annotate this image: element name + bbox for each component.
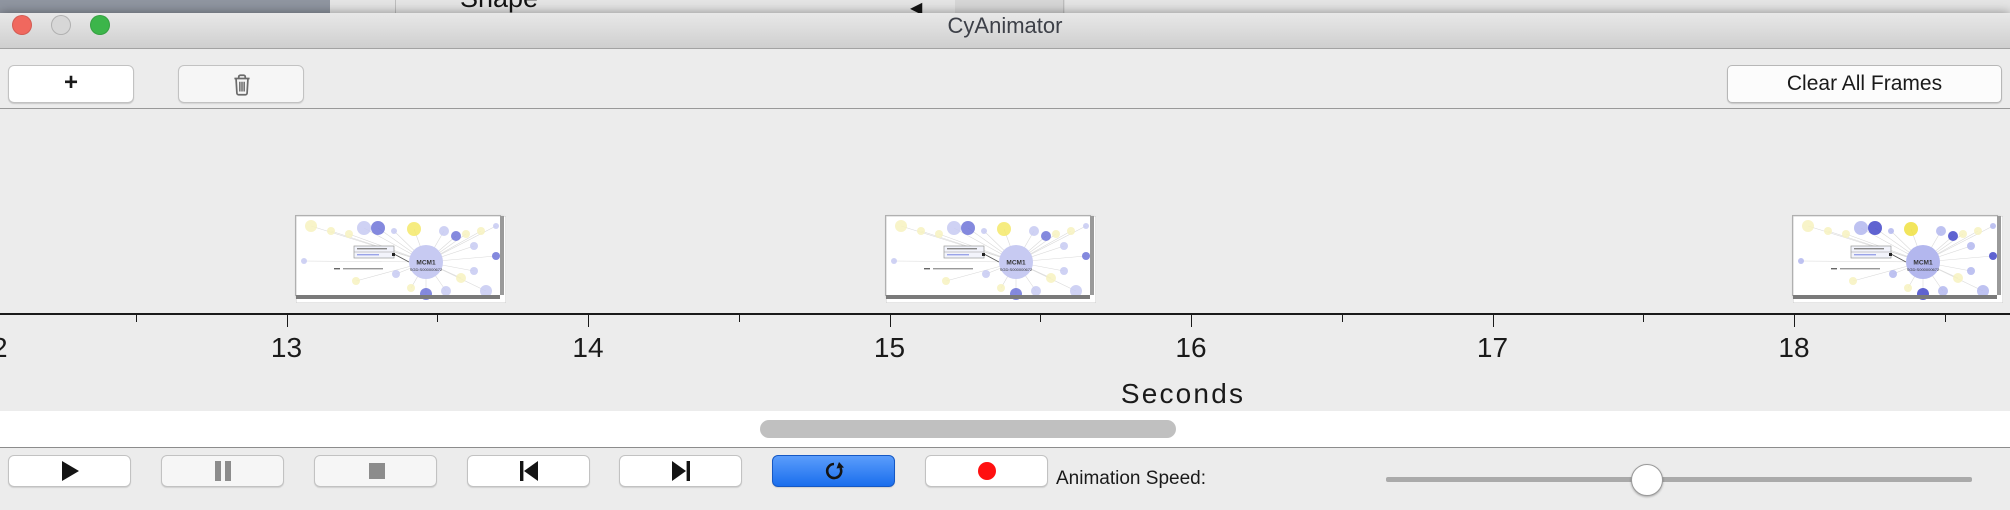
- svg-text:MCM1: MCM1: [416, 260, 436, 267]
- svg-text:MCM1: MCM1: [1006, 260, 1026, 267]
- svg-text:SGD:S000000672: SGD:S000000672: [410, 267, 443, 272]
- svg-text:SGD:S000000672: SGD:S000000672: [1000, 267, 1033, 272]
- svg-text:SGD:S000000672: SGD:S000000672: [1907, 267, 1940, 272]
- svg-text:MCM1: MCM1: [1913, 260, 1933, 267]
